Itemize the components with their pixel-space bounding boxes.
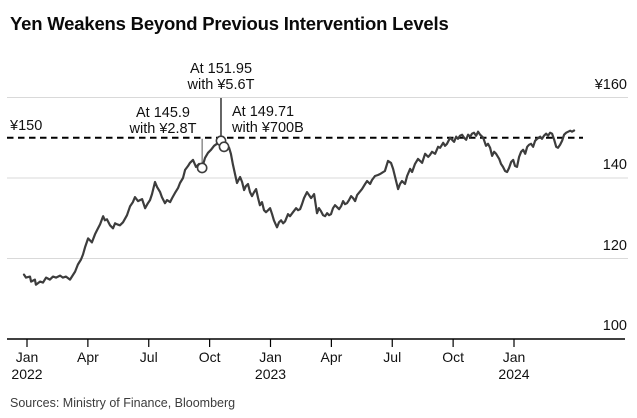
y-axis-label-140: 140 [602, 157, 627, 173]
x-axis-label-Apr: Apr [77, 349, 99, 366]
y-axis-label-120: 120 [602, 237, 627, 254]
x-axis-label-Jan2023: Jan 2023 [255, 349, 286, 383]
chart-title: Yen Weakens Beyond Previous Intervention… [10, 13, 449, 34]
x-axis-year: 2022 [11, 366, 43, 382]
annotation-line1: At 145.9 [135, 105, 190, 121]
x-axis-month: Jan [15, 349, 39, 365]
x-axis-month: Jan [502, 349, 526, 365]
annotation-line1: At 151.95 [189, 61, 253, 77]
x-axis-label-Jul: Jul [383, 349, 401, 366]
annotation-intervention-1: At 145.9 with ¥2.8T [130, 105, 197, 137]
x-axis-label-Jan2022: Jan 2022 [11, 349, 42, 383]
annotation-line1: At 149.71 [232, 104, 295, 120]
usdjpy-line-series [22, 129, 576, 286]
y-axis-label-100: 100 [602, 318, 627, 334]
x-axis-label-Apr: Apr [320, 349, 342, 366]
annotation-line2: with ¥2.8T [129, 121, 197, 137]
intervention-marker-3 [218, 141, 230, 153]
sources-note: Sources: Ministry of Finance, Bloomberg [10, 396, 236, 410]
x-axis-label-Oct: Oct [199, 349, 221, 366]
annotation-intervention-2: At 151.95 with ¥5.6T [188, 61, 255, 93]
x-axis-year: 2024 [498, 366, 530, 382]
x-axis-label-Oct: Oct [442, 349, 464, 366]
annotation-intervention-3: At 149.71 with ¥700B [232, 104, 304, 136]
x-axis-month: Apr [320, 349, 343, 365]
reference-line-label: ¥150 [10, 118, 43, 134]
x-axis-month: Jul [383, 349, 402, 365]
annotation-line2: with ¥5.6T [187, 77, 255, 93]
y-axis-label-160: ¥160 [594, 76, 627, 93]
x-axis-month: Oct [442, 349, 465, 365]
x-axis-year: 2023 [254, 366, 287, 382]
x-axis-month: Jul [139, 349, 158, 365]
intervention-marker-1 [196, 162, 208, 174]
x-axis-label-Jan2024: Jan 2024 [498, 349, 529, 383]
x-axis-label-Jul: Jul [140, 349, 158, 366]
x-axis-month: Apr [76, 349, 99, 365]
annotation-line2: with ¥700B [232, 120, 304, 136]
x-axis-month: Oct [198, 349, 221, 365]
x-axis-month: Jan [259, 349, 282, 365]
